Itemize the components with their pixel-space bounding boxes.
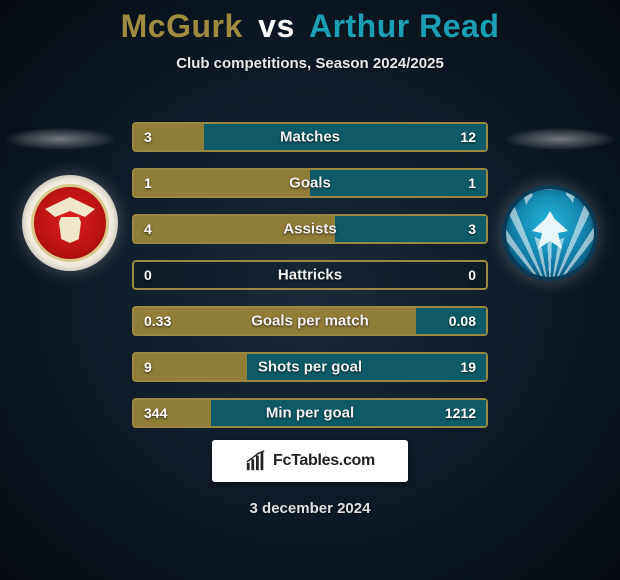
stat-row: 344 Min per goal 1212 xyxy=(132,398,488,428)
stat-value-right: 1212 xyxy=(445,405,486,421)
stat-value-left: 0.33 xyxy=(134,313,171,329)
stat-fill-right xyxy=(204,124,486,150)
stat-value-left: 9 xyxy=(134,359,152,375)
infographic-root: McGurk vs Arthur Read Club competitions,… xyxy=(0,0,620,580)
stat-value-right: 19 xyxy=(460,359,486,375)
stat-value-left: 4 xyxy=(134,221,152,237)
stat-value-left: 0 xyxy=(134,267,152,283)
comparison-title: McGurk vs Arthur Read xyxy=(0,8,620,45)
stat-fill-right xyxy=(310,170,486,196)
club-crest-right xyxy=(502,185,598,281)
stat-label: Shots per goal xyxy=(258,359,362,376)
stat-value-right: 12 xyxy=(460,129,486,145)
club-crest-left xyxy=(22,175,118,271)
player2-silhouette-shadow xyxy=(505,128,615,150)
bar-chart-icon xyxy=(245,450,267,472)
player1-name: McGurk xyxy=(121,8,243,44)
vs-text: vs xyxy=(258,8,295,44)
crest-left-inner xyxy=(31,184,109,262)
stats-panel: 3 Matches 12 1 Goals 1 4 Assists 3 0 Hattricks 0 0.3… xyxy=(132,122,488,444)
stat-fill-left xyxy=(134,170,310,196)
stat-label: Hattricks xyxy=(278,267,342,284)
stat-label: Assists xyxy=(283,221,336,238)
stat-value-right: 0.08 xyxy=(449,313,486,329)
crest-left-shield-icon xyxy=(59,217,81,243)
stat-value-right: 1 xyxy=(468,175,486,191)
stat-value-left: 344 xyxy=(134,405,167,421)
brand-badge: FcTables.com xyxy=(212,440,408,482)
brand-text: FcTables.com xyxy=(273,452,375,470)
stat-row: 0 Hattricks 0 xyxy=(132,260,488,290)
subtitle: Club competitions, Season 2024/2025 xyxy=(0,55,620,72)
stat-fill-right xyxy=(335,216,486,242)
stat-value-left: 3 xyxy=(134,129,152,145)
stat-label: Min per goal xyxy=(266,405,354,422)
stat-label: Matches xyxy=(280,129,340,146)
stat-row: 9 Shots per goal 19 xyxy=(132,352,488,382)
crest-left-wings-icon xyxy=(45,197,95,217)
stat-row: 0.33 Goals per match 0.08 xyxy=(132,306,488,336)
stat-row: 1 Goals 1 xyxy=(132,168,488,198)
stat-value-left: 1 xyxy=(134,175,152,191)
footer-date: 3 december 2024 xyxy=(0,500,620,517)
player1-silhouette-shadow xyxy=(5,128,115,150)
stat-label: Goals per match xyxy=(251,313,369,330)
stat-label: Goals xyxy=(289,175,331,192)
stat-value-right: 3 xyxy=(468,221,486,237)
stat-row: 3 Matches 12 xyxy=(132,122,488,152)
player2-name: Arthur Read xyxy=(309,8,499,44)
stat-row: 4 Assists 3 xyxy=(132,214,488,244)
stat-value-right: 0 xyxy=(468,267,486,283)
